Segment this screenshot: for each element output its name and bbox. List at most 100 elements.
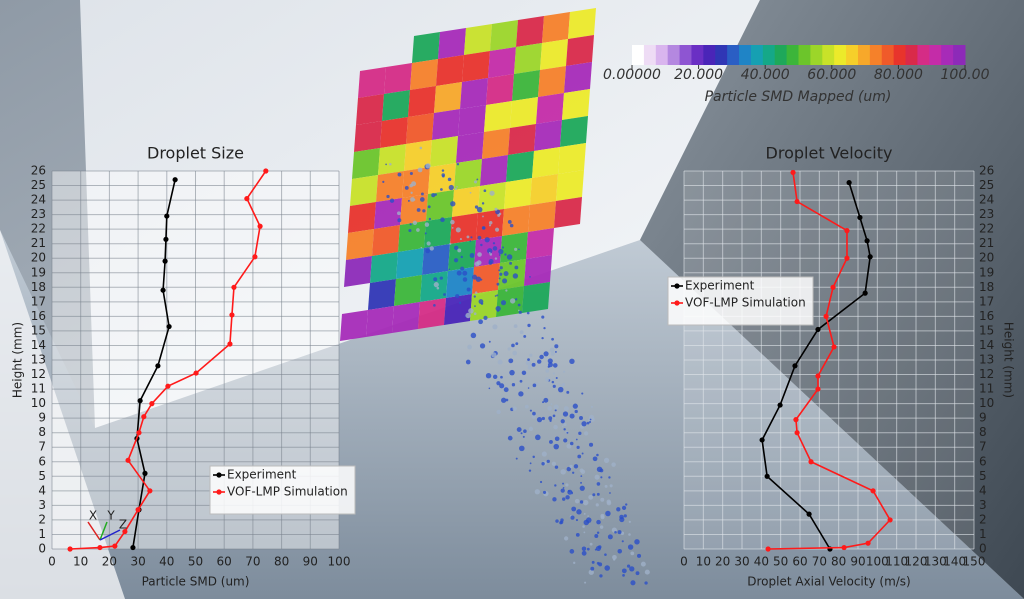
droplet [484, 237, 490, 243]
y-tick-label: 16 [31, 309, 46, 323]
heatmap-cell [402, 167, 430, 198]
droplet [570, 515, 575, 520]
heatmap-cell [344, 256, 372, 287]
droplet [473, 312, 477, 316]
droplet [566, 431, 569, 434]
droplet [498, 254, 501, 256]
triad-axis [99, 521, 108, 541]
series-line [132, 179, 176, 548]
heatmap-cell [404, 140, 432, 171]
y-tick-label: 25 [31, 178, 46, 192]
data-point [870, 488, 876, 494]
droplet [547, 362, 553, 368]
droplet [508, 358, 514, 364]
droplet [477, 252, 482, 257]
y-tick-label: 7 [38, 440, 46, 454]
droplet [497, 213, 501, 217]
colorbar-cell [905, 45, 918, 65]
x-tick-label: 110 [885, 555, 908, 569]
droplet [541, 416, 545, 421]
droplet [492, 324, 498, 330]
data-point [808, 459, 814, 465]
droplet [549, 419, 552, 422]
triad-label: X [89, 509, 97, 523]
y-tick-label: 22 [31, 222, 46, 236]
data-point [792, 363, 798, 369]
droplet [586, 421, 590, 425]
droplet [611, 462, 616, 467]
colorbar-cell [881, 45, 895, 65]
droplet [563, 370, 566, 373]
droplet [587, 515, 589, 517]
droplet [498, 248, 504, 255]
data-point [794, 198, 800, 205]
droplet [613, 558, 616, 561]
legend-box [667, 276, 814, 326]
droplet [576, 445, 580, 449]
data-point [257, 223, 263, 229]
heatmap-cell [524, 255, 552, 286]
droplet [625, 503, 628, 506]
axes-triad: X Y Z [87, 509, 127, 541]
droplet [572, 403, 578, 409]
colorbar-cell [798, 45, 811, 65]
droplet [584, 581, 587, 584]
heatmap-cell [486, 74, 514, 105]
droplet [548, 416, 553, 421]
droplet [467, 344, 472, 350]
droplet [501, 397, 507, 403]
triad-label: Z [119, 518, 127, 532]
droplet [496, 282, 500, 286]
droplet [491, 352, 497, 358]
heatmap-cell [356, 94, 384, 125]
droplet [604, 565, 610, 571]
x-tick-label: 10 [73, 555, 88, 569]
data-point [125, 457, 131, 463]
droplet [385, 163, 387, 166]
y-tick-label: 24 [31, 193, 46, 207]
droplet [551, 337, 554, 341]
data-point [867, 254, 873, 260]
legend-marker [216, 472, 222, 478]
droplet [592, 493, 596, 497]
colorbar-cell [739, 45, 752, 65]
droplet [420, 246, 423, 249]
data-point [164, 213, 170, 219]
droplet [455, 227, 461, 233]
droplet [499, 272, 503, 276]
droplet [547, 406, 552, 411]
droplet [551, 461, 557, 466]
droplet [511, 383, 516, 387]
droplet [408, 228, 412, 233]
droplet [474, 305, 476, 308]
droplet [583, 512, 586, 515]
heatmap-cell [542, 12, 570, 43]
droplet [608, 476, 611, 479]
droplet [509, 223, 514, 228]
colorbar-cell [632, 45, 645, 65]
colorbar-cell [750, 45, 764, 65]
droplet [594, 548, 597, 551]
heatmap-cell [340, 310, 368, 341]
droplet [537, 359, 542, 364]
y-tick-label: 15 [31, 323, 46, 337]
y-tick-label: 0 [979, 542, 987, 556]
heatmap-cell [534, 120, 562, 151]
droplet [575, 533, 580, 537]
colorbar-cell [869, 45, 883, 65]
colorbar-cell [822, 45, 835, 65]
y-tick-label: 17 [979, 294, 994, 308]
y-tick-label: 21 [979, 236, 994, 250]
droplet [528, 469, 532, 472]
data-point [846, 180, 852, 186]
droplet [521, 370, 527, 376]
colorbar-cell [762, 45, 776, 65]
y-tick-label: 0 [38, 542, 46, 556]
data-point [162, 258, 168, 264]
droplet [474, 291, 478, 294]
droplet [550, 403, 553, 405]
droplet [489, 253, 493, 256]
droplet [599, 468, 604, 473]
droplet [419, 146, 423, 150]
y-tick-label: 4 [979, 483, 987, 497]
